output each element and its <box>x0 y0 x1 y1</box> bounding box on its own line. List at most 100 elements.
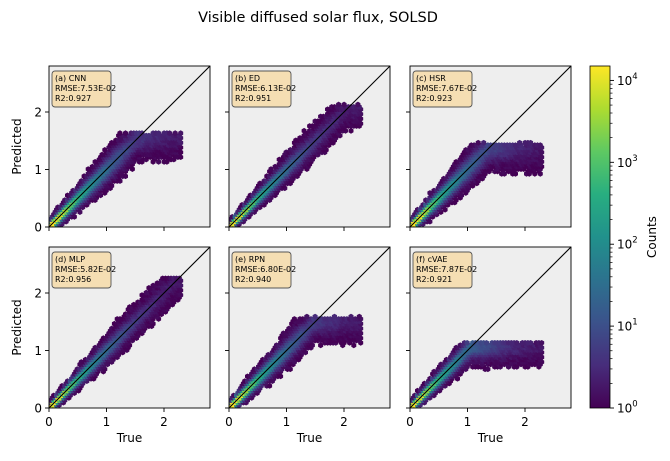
hexbin-cells <box>410 139 545 227</box>
hexbin-cell <box>351 342 357 349</box>
panel-label: (c) HSR <box>416 74 446 83</box>
hexbin-cell <box>117 130 123 137</box>
panel-label: (b) ED <box>235 74 260 83</box>
plot-frame <box>48 246 211 409</box>
colorbar-gradient <box>589 65 611 409</box>
hexbin-cell <box>102 147 108 153</box>
hexbin-cell <box>301 127 307 134</box>
hexbin-cell <box>348 313 354 320</box>
panel-label: (a) CNN <box>55 74 86 83</box>
hexbin-cell <box>356 313 362 320</box>
hexbin-cell <box>291 316 297 322</box>
colorbar-tick-label: 101 <box>617 318 638 334</box>
r2-value: R2:0.956 <box>55 275 91 284</box>
hexbin-cell <box>156 159 162 165</box>
plot-frame <box>228 246 391 409</box>
y-axis-label: Predicted <box>10 299 24 355</box>
y-tick-label: 1 <box>34 163 42 177</box>
y-tick-label: 1 <box>34 344 42 358</box>
colorbar-tick-label: 103 <box>617 154 638 170</box>
hexbin-cell <box>539 340 545 346</box>
identity-line <box>409 246 572 409</box>
hexbin-cell <box>475 139 481 146</box>
identity-line <box>48 65 211 228</box>
r2-value: R2:0.951 <box>235 94 271 103</box>
hexbin-cell <box>312 313 318 320</box>
r2-value: R2:0.927 <box>55 94 91 103</box>
plot-frame <box>409 246 572 409</box>
hexbin-cell <box>156 130 162 137</box>
colorbar-tick-label: 102 <box>617 236 638 252</box>
y-tick-label: 2 <box>34 287 42 301</box>
hexbin-cell <box>464 340 470 346</box>
colorbar-label: Counts <box>645 216 659 258</box>
hexbin-cell <box>514 340 520 346</box>
hexbin-cell <box>341 101 347 108</box>
identity-line <box>48 246 211 409</box>
hexbin-cell <box>528 139 534 146</box>
x-tick-label: 1 <box>464 415 472 429</box>
rmse-value: RMSE:6.13E-02 <box>235 84 296 93</box>
hexbin-cell <box>331 313 337 320</box>
hexbin-cell <box>267 383 273 389</box>
x-axis-label: True <box>116 431 143 445</box>
x-tick-label: 2 <box>160 415 168 429</box>
rmse-value: RMSE:5.82E-02 <box>55 265 116 274</box>
r2-value: R2:0.921 <box>416 275 452 284</box>
hexbin-cell <box>517 139 523 146</box>
identity-line <box>409 65 572 228</box>
hexbin-cell <box>528 340 534 346</box>
hexbin-cell <box>268 166 274 172</box>
rmse-value: RMSE:7.53E-02 <box>55 84 116 93</box>
x-tick-label: 0 <box>406 415 414 429</box>
hexbin-cell <box>336 101 342 108</box>
plot-frame <box>228 65 391 228</box>
hexbin-cells <box>229 313 364 408</box>
hexbin-cell <box>355 101 361 108</box>
hexbin-cell <box>172 130 178 137</box>
x-axis-label: True <box>477 431 504 445</box>
y-tick-label: 0 <box>34 402 42 416</box>
hexbin-cell <box>348 127 354 134</box>
y-tick-label: 0 <box>34 221 42 235</box>
rmse-value: RMSE:7.67E-02 <box>416 84 477 93</box>
identity-line <box>228 65 391 228</box>
colorbar-tick-label: 104 <box>617 72 638 88</box>
panel-label: (d) MLP <box>55 255 85 264</box>
hexbin-cell <box>318 342 324 349</box>
colorbar: 100 101 102 103 104 Counts <box>589 65 659 416</box>
hexbin-cell <box>304 313 310 320</box>
hexbin-cell <box>123 173 128 180</box>
hexbin-cell <box>167 130 173 137</box>
hexbin-cell <box>484 340 489 346</box>
rmse-value: RMSE:6.80E-02 <box>235 265 296 274</box>
y-axis-label: Predicted <box>10 118 24 174</box>
x-tick-label: 2 <box>521 415 529 429</box>
x-axis-label: True <box>296 431 323 445</box>
y-tick-label: 2 <box>34 106 42 120</box>
panel-label: (f) cVAE <box>416 255 448 264</box>
x-tick-label: 0 <box>45 415 53 429</box>
x-tick-label: 1 <box>103 415 111 429</box>
hexbin-cell <box>178 130 184 137</box>
hexbin-cell <box>485 366 491 373</box>
x-tick-label: 1 <box>283 415 291 429</box>
hexbin-cell <box>481 139 487 146</box>
plot-frame <box>48 65 211 228</box>
hexbin-cell <box>537 142 543 149</box>
r2-value: R2:0.923 <box>416 94 452 103</box>
x-tick-label: 2 <box>340 415 348 429</box>
r2-value: R2:0.940 <box>235 275 271 284</box>
